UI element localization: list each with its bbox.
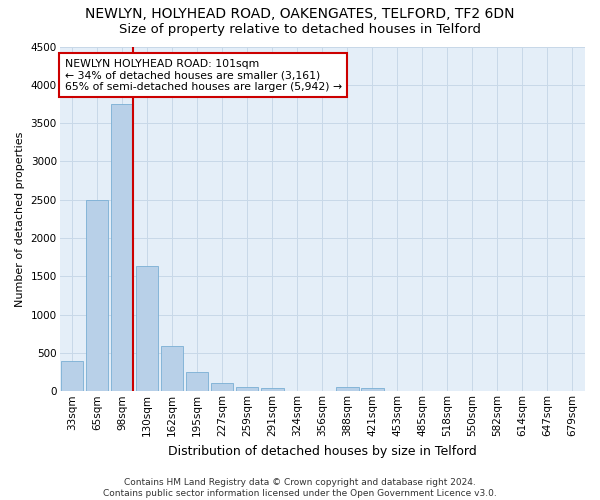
Y-axis label: Number of detached properties: Number of detached properties: [15, 131, 25, 306]
Bar: [186, 372, 208, 392]
X-axis label: Distribution of detached houses by size in Telford: Distribution of detached houses by size …: [168, 444, 476, 458]
Text: NEWLYN, HOLYHEAD ROAD, OAKENGATES, TELFORD, TF2 6DN: NEWLYN, HOLYHEAD ROAD, OAKENGATES, TELFO…: [85, 8, 515, 22]
Bar: [111, 104, 133, 392]
Bar: [261, 388, 284, 392]
Bar: [86, 200, 109, 392]
Bar: [61, 362, 83, 392]
Bar: [236, 386, 259, 392]
Text: NEWLYN HOLYHEAD ROAD: 101sqm
← 34% of detached houses are smaller (3,161)
65% of: NEWLYN HOLYHEAD ROAD: 101sqm ← 34% of de…: [65, 58, 342, 92]
Bar: [161, 346, 184, 392]
Bar: [211, 383, 233, 392]
Text: Contains HM Land Registry data © Crown copyright and database right 2024.
Contai: Contains HM Land Registry data © Crown c…: [103, 478, 497, 498]
Bar: [361, 388, 383, 392]
Text: Size of property relative to detached houses in Telford: Size of property relative to detached ho…: [119, 22, 481, 36]
Bar: [136, 266, 158, 392]
Bar: [336, 387, 359, 392]
